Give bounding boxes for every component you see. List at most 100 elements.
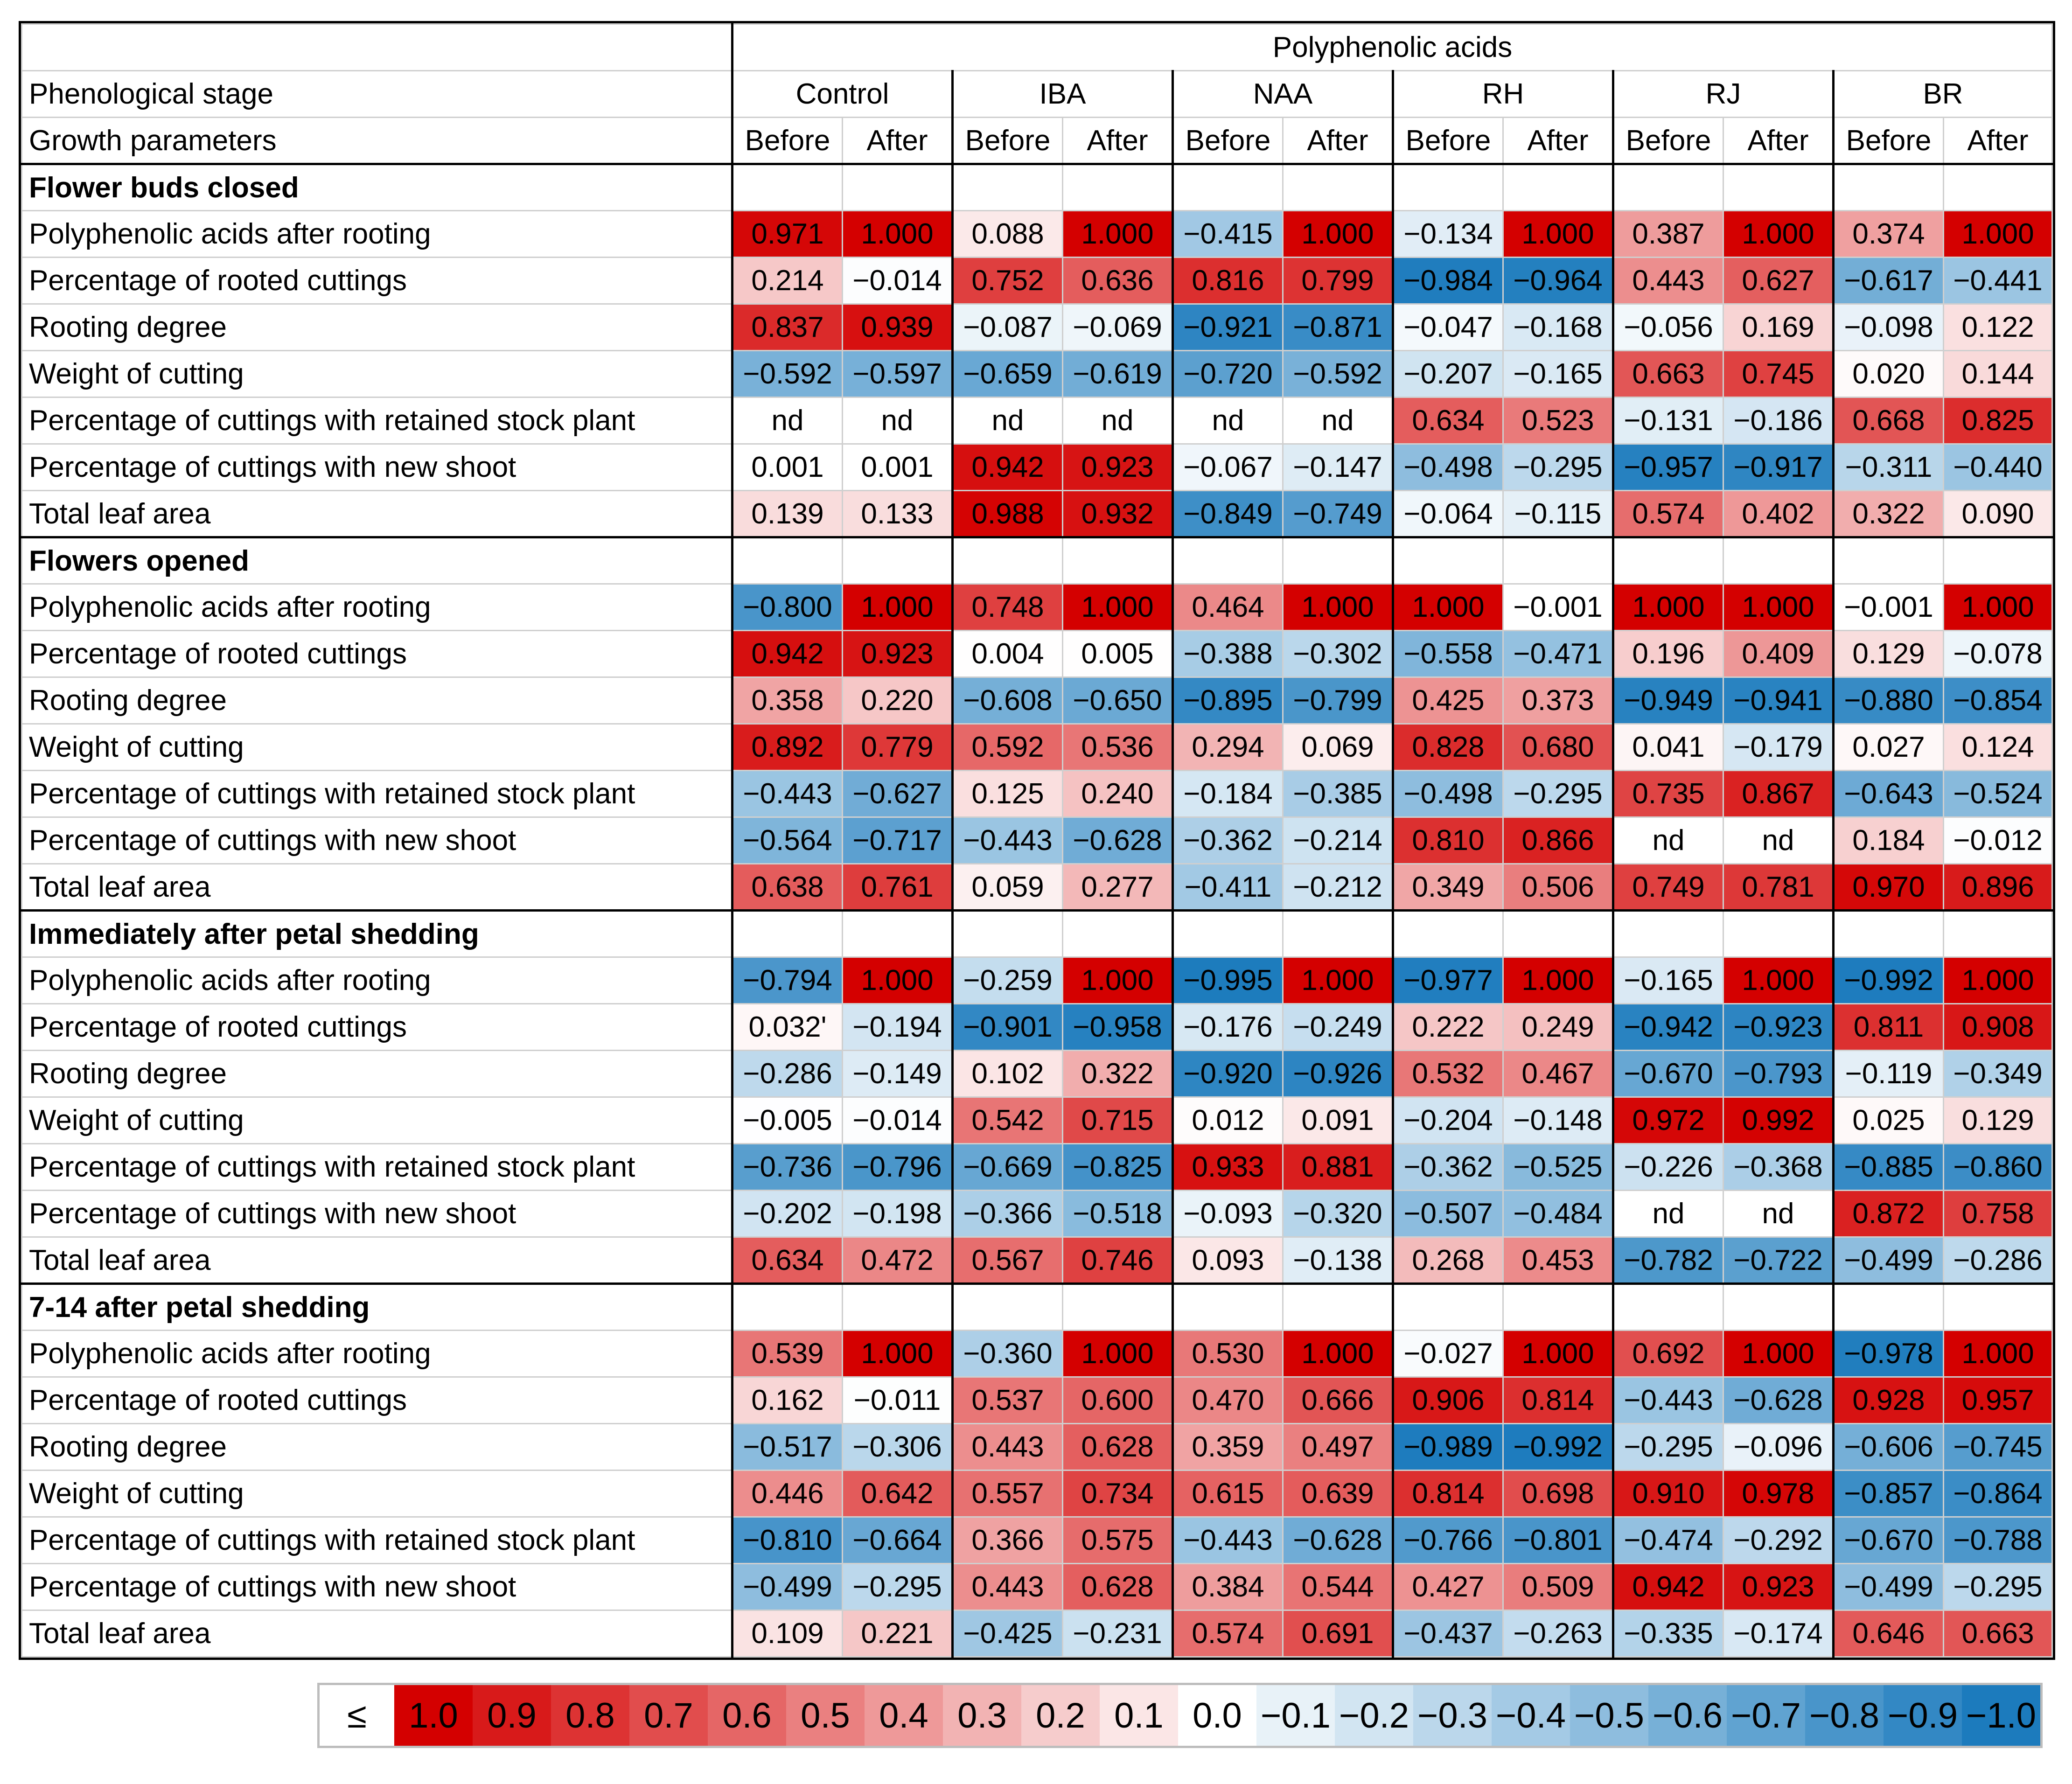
- section-heading: Flowers opened: [21, 536, 733, 585]
- section-spacer-cell: [1062, 536, 1173, 585]
- heatmap-cell: −0.295: [1942, 1563, 2053, 1611]
- row-parameter-label: Percentage of rooted cuttings: [21, 1003, 733, 1051]
- row-parameter-label: Percentage of cuttings with new shoot: [21, 816, 733, 864]
- section-spacer-cell: [842, 536, 953, 585]
- heatmap-cell: 0.745: [1723, 350, 1834, 398]
- timepoint-header-after: After: [1502, 117, 1614, 165]
- heatmap-cell: −0.198: [842, 1190, 953, 1238]
- heatmap-cell: 0.692: [1612, 1330, 1724, 1378]
- heatmap-cell: −0.782: [1612, 1236, 1724, 1284]
- heatmap-cell: 0.004: [951, 630, 1063, 678]
- heatmap-cell: 0.470: [1172, 1376, 1284, 1424]
- heatmap-cell: 0.923: [842, 630, 953, 678]
- section-spacer-cell: [1062, 163, 1173, 211]
- heatmap-cell: 1.000: [1062, 210, 1173, 258]
- heatmap-cell: −0.917: [1723, 443, 1834, 491]
- heatmap-cell: 1.000: [1612, 583, 1724, 631]
- heatmap-cell: −0.295: [842, 1563, 953, 1611]
- heatmap-cell: −0.895: [1172, 676, 1284, 725]
- heatmap-cell: 0.196: [1612, 630, 1724, 678]
- heatmap-cell: −0.443: [1612, 1376, 1724, 1424]
- heatmap-cell: 0.758: [1942, 1190, 2053, 1238]
- heatmap-cell: 0.567: [951, 1236, 1063, 1284]
- table-row: Percentage of cuttings with retained sto…: [21, 1516, 2053, 1564]
- heatmap-cell: nd: [731, 397, 843, 445]
- heatmap-cell: 0.837: [731, 303, 843, 351]
- table-row: Percentage of cuttings with retained sto…: [21, 397, 2053, 445]
- row-parameter-label: Percentage of cuttings with new shoot: [21, 443, 733, 491]
- heatmap-cell: 0.634: [731, 1236, 843, 1284]
- heatmap-cell: −0.231: [1062, 1610, 1173, 1658]
- heatmap-cell: 0.005: [1062, 630, 1173, 678]
- heatmap-cell: nd: [1062, 397, 1173, 445]
- section-spacer-cell: [1942, 536, 2053, 585]
- color-scale-legend: ≤1.0 0.9 0.8 0.7 0.6 0.5 0.4 0.3 0.2 0.1 0.0 −0.1 −0…: [317, 1683, 2043, 1748]
- heatmap-cell: −0.992: [1502, 1423, 1614, 1471]
- heatmap-cell: 0.663: [1942, 1610, 2053, 1658]
- heatmap-cell: −0.362: [1172, 816, 1284, 864]
- heatmap-cell: 0.402: [1723, 490, 1834, 538]
- row-parameter-label: Total leaf area: [21, 1236, 733, 1284]
- heatmap-cell: −0.920: [1172, 1050, 1284, 1098]
- heatmap-cell: 0.184: [1832, 816, 1944, 864]
- heatmap-cell: 0.472: [842, 1236, 953, 1284]
- section-spacer-cell: [1502, 909, 1614, 958]
- heatmap-cell: −0.165: [1502, 350, 1614, 398]
- heatmap-cell: −0.067: [1172, 443, 1284, 491]
- section-spacer-cell: [731, 536, 843, 585]
- heatmap-cell: 0.970: [1832, 863, 1944, 911]
- heatmap-cell: 1.000: [1723, 583, 1834, 631]
- row-parameter-label: Percentage of cuttings with retained sto…: [21, 770, 733, 818]
- heatmap-cell: 0.220: [842, 676, 953, 725]
- heatmap-cell: 0.811: [1832, 1003, 1944, 1051]
- section-spacer-cell: [1392, 909, 1504, 958]
- heatmap-cell: −0.295: [1502, 770, 1614, 818]
- heatmap-cell: −0.608: [951, 676, 1063, 725]
- heatmap-cell: 0.639: [1282, 1470, 1394, 1518]
- heatmap-cell: −0.717: [842, 816, 953, 864]
- heatmap-cell: 0.928: [1832, 1376, 1944, 1424]
- heatmap-cell: −0.411: [1172, 863, 1284, 911]
- row-parameter-label: Rooting degree: [21, 1050, 733, 1098]
- heatmap-cell: 0.523: [1502, 397, 1614, 445]
- heatmap-cell: −0.149: [842, 1050, 953, 1098]
- heatmap-cell: 0.942: [1612, 1563, 1724, 1611]
- legend-swatch: −0.4: [1492, 1685, 1570, 1746]
- section-spacer-cell: [1392, 536, 1504, 585]
- heatmap-cell: 0.109: [731, 1610, 843, 1658]
- heatmap-cell: 1.000: [1502, 1330, 1614, 1378]
- heatmap-cell: 0.761: [842, 863, 953, 911]
- heatmap-cell: −0.119: [1832, 1050, 1944, 1098]
- section-spacer-cell: [1942, 909, 2053, 958]
- heatmap-cell: −0.977: [1392, 956, 1504, 1004]
- section-spacer-cell: [842, 1282, 953, 1331]
- heatmap-cell: −0.212: [1282, 863, 1394, 911]
- section-spacer-cell: [1282, 1282, 1394, 1331]
- heatmap-cell: −0.259: [951, 956, 1063, 1004]
- heatmap-cell: 0.059: [951, 863, 1063, 911]
- heatmap-cell: −0.949: [1612, 676, 1724, 725]
- heatmap-cell: 0.427: [1392, 1563, 1504, 1611]
- heatmap-cell: 0.691: [1282, 1610, 1394, 1658]
- heatmap-cell: 0.628: [1062, 1423, 1173, 1471]
- heatmap-cell: −0.498: [1392, 443, 1504, 491]
- heatmap-cell: nd: [1172, 397, 1284, 445]
- heatmap-cell: −0.437: [1392, 1610, 1504, 1658]
- heatmap-cell: −0.659: [951, 350, 1063, 398]
- heatmap-cell: 0.638: [731, 863, 843, 911]
- heatmap-cell: 0.221: [842, 1610, 953, 1658]
- heatmap-cell: −0.669: [951, 1143, 1063, 1191]
- heatmap-cell: 1.000: [1282, 583, 1394, 631]
- heatmap-cell: −0.027: [1392, 1330, 1504, 1378]
- heatmap-cell: 0.539: [731, 1330, 843, 1378]
- heatmap-cell: 0.536: [1062, 723, 1173, 771]
- heatmap-cell: 0.734: [1062, 1470, 1173, 1518]
- heatmap-cell: 0.384: [1172, 1563, 1284, 1611]
- heatmap-cell: −0.366: [951, 1190, 1063, 1238]
- heatmap-cell: 0.069: [1282, 723, 1394, 771]
- heatmap-cell: −0.320: [1282, 1190, 1394, 1238]
- row-parameter-label: Percentage of cuttings with new shoot: [21, 1190, 733, 1238]
- table-row: Percentage of cuttings with new shoot 0.0…: [21, 443, 2053, 491]
- legend-swatch: −0.3: [1413, 1685, 1492, 1746]
- heatmap-cell: 0.752: [951, 257, 1063, 305]
